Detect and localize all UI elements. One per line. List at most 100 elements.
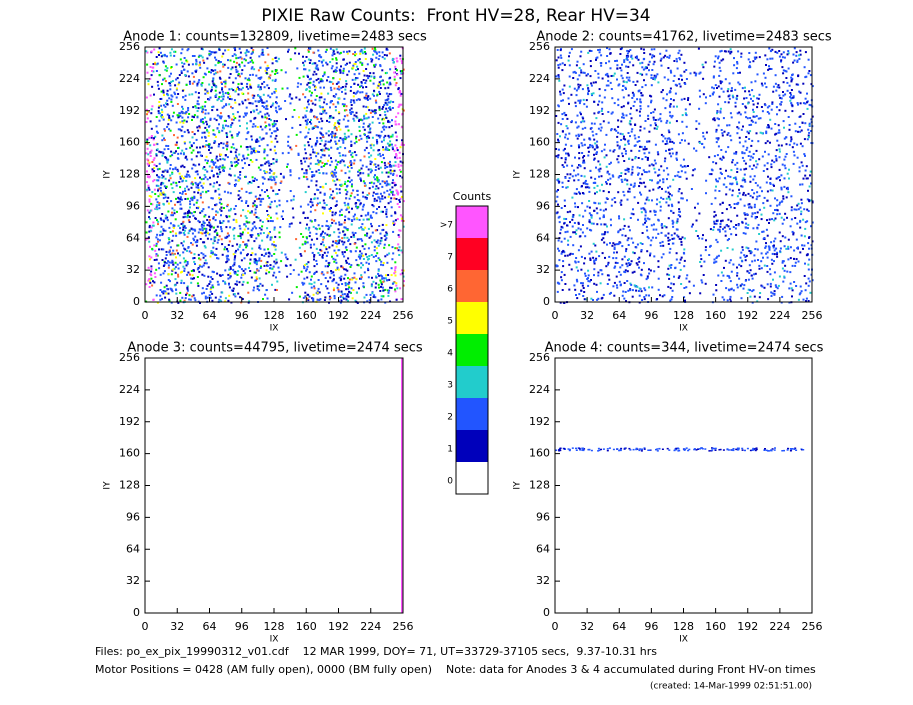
texture-dot [315, 259, 318, 262]
texture-dot [164, 257, 167, 260]
texture-dot [156, 62, 159, 65]
texture-dot [199, 231, 202, 234]
texture-dot [310, 179, 313, 182]
texture-dot [630, 212, 633, 215]
texture-dot [336, 192, 339, 195]
texture-dot [164, 296, 167, 299]
texture-dot [207, 232, 209, 235]
texture-dot [228, 215, 231, 218]
texture-dot [781, 295, 784, 298]
texture-dot [206, 237, 209, 240]
texture-dot [182, 251, 185, 254]
texture-dot [259, 203, 262, 206]
texture-dot [374, 112, 377, 115]
texture-dot [384, 99, 387, 102]
texture-dot [298, 76, 301, 79]
texture-dot [314, 98, 317, 101]
texture-dot [159, 234, 161, 237]
texture-dot [790, 89, 793, 91]
texture-dot [335, 203, 338, 206]
texture-dot [268, 164, 271, 167]
texture-dot [174, 203, 176, 206]
texture-dot [266, 297, 269, 300]
texture-dot [636, 285, 639, 288]
texture-dot [389, 163, 391, 166]
texture-dot [251, 125, 254, 128]
texture-dot [176, 168, 179, 171]
texture-dot [187, 131, 190, 134]
texture-dot [380, 281, 383, 284]
texture-dot [169, 82, 171, 85]
texture-dot [194, 181, 197, 184]
texture-dot [366, 117, 369, 120]
texture-dot [202, 167, 205, 170]
texture-dot [579, 111, 582, 114]
texture-dot [204, 73, 207, 76]
texture-dot [189, 82, 191, 85]
texture-dot [335, 62, 338, 65]
texture-dot [380, 239, 383, 242]
texture-dot [151, 161, 154, 163]
texture-dot [644, 120, 647, 122]
texture-dot [201, 118, 204, 120]
texture-dot [310, 171, 313, 173]
texture-dot [631, 289, 634, 292]
texture-dot [357, 174, 360, 177]
texture-dot [183, 282, 186, 285]
texture-dot [708, 173, 711, 176]
texture-dot [153, 48, 156, 51]
texture-dot [646, 229, 649, 232]
texture-dot [577, 86, 580, 89]
texture-dot [312, 73, 315, 76]
texture-dot [195, 201, 198, 204]
texture-dot [179, 58, 182, 61]
texture-dot [275, 276, 277, 279]
texture-dot [325, 61, 328, 64]
texture-dot [272, 265, 275, 268]
texture-dot [297, 154, 300, 156]
texture-dot [171, 207, 174, 210]
texture-dot [252, 149, 255, 152]
texture-dot [638, 185, 641, 188]
texture-dot [360, 82, 363, 85]
texture-dot [800, 161, 803, 164]
texture-dot [219, 295, 222, 298]
texture-dot [226, 248, 228, 250]
texture-dot [749, 61, 752, 64]
image-texture [555, 47, 814, 304]
texture-dot [319, 86, 322, 89]
texture-dot [181, 192, 184, 195]
texture-dot [213, 117, 216, 120]
texture-dot [276, 193, 279, 195]
texture-dot [273, 90, 276, 93]
texture-dot [156, 80, 159, 83]
texture-dot [785, 153, 788, 155]
texture-dot [257, 112, 260, 115]
texture-dot [218, 143, 221, 146]
texture-dot [602, 209, 605, 212]
texture-dot [157, 112, 160, 115]
texture-dot [266, 68, 268, 71]
texture-dot [394, 161, 397, 164]
texture-dot [230, 98, 233, 101]
texture-dot [171, 230, 174, 233]
texture-dot [563, 111, 566, 114]
texture-dot [215, 86, 218, 89]
texture-dot [228, 98, 231, 100]
texture-dot [154, 276, 157, 278]
texture-dot [204, 176, 207, 179]
texture-dot [247, 210, 250, 213]
texture-dot [171, 104, 174, 107]
texture-dot [175, 88, 178, 91]
texture-dot [376, 52, 378, 55]
texture-dot [765, 228, 768, 231]
texture-dot [621, 47, 623, 50]
texture-dot [675, 151, 678, 154]
texture-dot [298, 98, 301, 101]
texture-dot [320, 233, 322, 236]
texture-dot [687, 97, 690, 100]
texture-dot [191, 196, 194, 199]
texture-dot [197, 231, 200, 234]
texture-dot [396, 60, 399, 63]
texture-dot [380, 161, 383, 164]
